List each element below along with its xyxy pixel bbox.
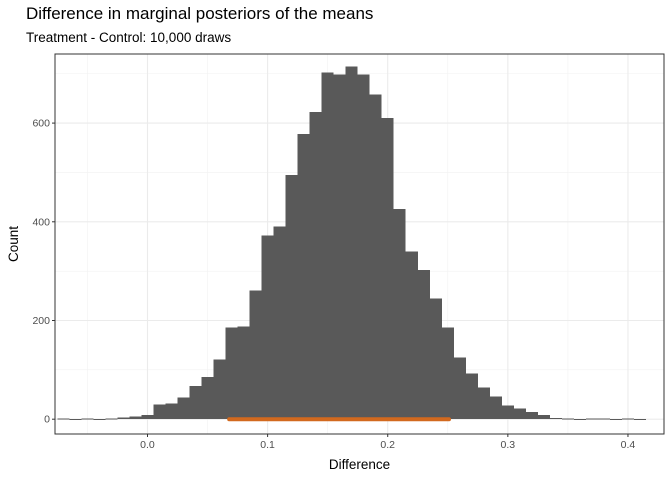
histogram-bar [597, 418, 610, 420]
histogram-bar [621, 418, 634, 420]
histogram-bar [441, 327, 454, 420]
histogram-bars [57, 66, 646, 420]
x-tick-label: 0.0 [140, 439, 155, 451]
histogram-bar [549, 418, 562, 420]
x-tick-label: 0.3 [501, 439, 516, 451]
histogram-bar [81, 418, 94, 420]
histogram-bar [57, 418, 70, 420]
histogram-bar [489, 396, 502, 420]
histogram-bar [285, 174, 298, 420]
histogram-bar [429, 298, 442, 420]
chart-title: Difference in marginal posteriors of the… [26, 4, 374, 23]
histogram-bar [189, 386, 202, 420]
histogram-bar [129, 416, 142, 420]
histogram-bar [357, 74, 370, 420]
x-tick-label: 0.2 [380, 439, 395, 451]
panel-border [54, 53, 665, 435]
histogram-bar [297, 133, 310, 420]
histogram-bar [105, 418, 118, 420]
histogram-bar [393, 208, 406, 420]
histogram-bar [93, 419, 106, 420]
histogram-bar [381, 118, 394, 420]
histogram-bar [309, 112, 322, 420]
y-axis-title: Count [6, 226, 21, 262]
histogram-bar [465, 373, 478, 420]
x-axis-title: Difference [329, 457, 390, 472]
histogram-bar [417, 270, 430, 420]
histogram-bar [153, 404, 166, 420]
histogram-bar [453, 357, 466, 420]
y-tick-label: 0 [44, 414, 50, 426]
histogram-bar [177, 397, 190, 420]
histogram-bar [261, 235, 274, 420]
histogram-bar [201, 376, 214, 420]
histogram-bar [573, 419, 586, 420]
histogram-bar [117, 417, 130, 420]
y-tick-label: 600 [32, 118, 50, 130]
histogram-bar [333, 74, 346, 420]
histogram-bar [345, 66, 358, 420]
histogram-bar [585, 418, 598, 420]
histogram-bar [513, 408, 526, 420]
histogram-bar [213, 359, 226, 420]
chart-subtitle: Treatment - Control: 10,000 draws [26, 30, 232, 45]
y-tick-label: 200 [32, 315, 50, 327]
histogram-bar [273, 226, 286, 420]
histogram-bar [525, 411, 538, 420]
x-tick-label: 0.1 [260, 439, 275, 451]
histogram-bar [249, 290, 262, 420]
histogram-bar [69, 419, 82, 420]
histogram-bar [501, 405, 514, 420]
histogram-bar [237, 326, 250, 420]
histogram-bar [537, 415, 550, 420]
histogram-bar [405, 251, 418, 420]
histogram-bar [321, 72, 334, 420]
histogram-bar [477, 387, 490, 420]
y-tick-label: 400 [32, 216, 50, 228]
x-tick-label: 0.4 [621, 439, 636, 451]
histogram-bar [165, 403, 178, 420]
histogram-bar [609, 419, 622, 420]
histogram-bar [141, 414, 154, 420]
histogram-bar [369, 94, 382, 420]
histogram-bar [225, 327, 238, 420]
histogram-bar [561, 418, 574, 420]
axis-ticks: 0.0 0.1 0.2 0.3 0.4 0 200 400 600 [32, 118, 635, 451]
histogram-bar [633, 419, 646, 420]
